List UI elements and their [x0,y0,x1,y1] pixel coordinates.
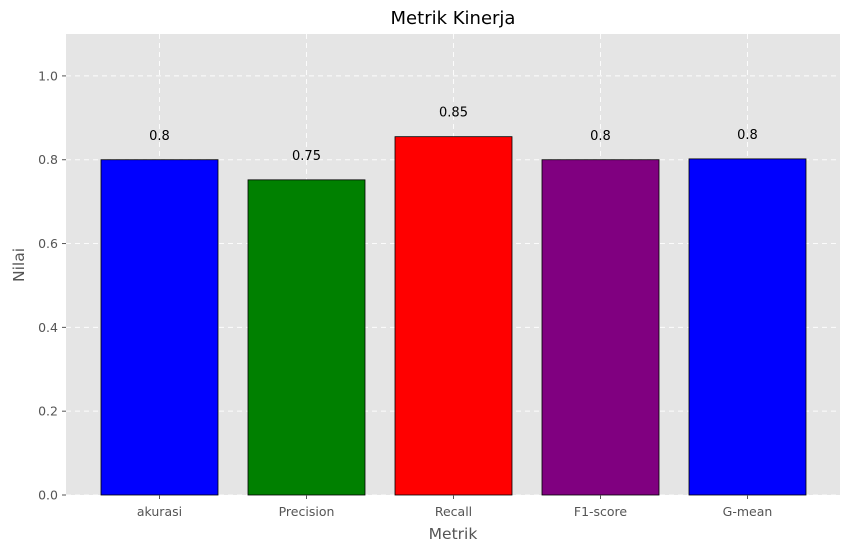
bar-f1-score [541,159,660,496]
y-tick-label: 1.0 [38,68,58,83]
y-tick-label: 0.0 [38,488,58,503]
bar-akurasi [100,159,219,496]
x-tick-label-precision: Precision [279,504,335,519]
x-tick-label-recall: Recall [435,504,472,519]
y-tick-label: 0.4 [38,320,58,335]
bar-g-mean [688,158,807,496]
bar-precision [247,179,366,496]
x-tick-label-f1-score: F1-score [574,504,628,519]
bar-recall [394,136,513,496]
data-label-akurasi: 0.8 [149,129,170,144]
bars [100,136,807,496]
x-axis-ticks: akurasi Precision Recall F1-score G-mean [137,495,772,519]
y-tick-label: 0.8 [38,152,58,167]
data-label-recall: 0.85 [439,106,468,121]
data-labels: 0.8 0.75 0.85 0.8 0.8 [149,106,758,164]
y-axis-ticks: 0.0 0.2 0.4 0.6 0.8 1.0 [38,68,66,503]
y-tick-label: 0.6 [38,236,58,251]
x-tick-label-g-mean: G-mean [723,504,773,519]
data-label-f1-score: 0.8 [590,129,611,144]
data-label-g-mean: 0.8 [737,128,758,143]
x-tick-label-akurasi: akurasi [137,504,182,519]
chart-title: Metrik Kinerja [391,8,516,29]
y-tick-label: 0.2 [38,404,58,419]
x-axis-label: Metrik [429,525,478,543]
y-axis-label: Nilai [10,248,28,282]
data-label-precision: 0.75 [292,149,321,164]
